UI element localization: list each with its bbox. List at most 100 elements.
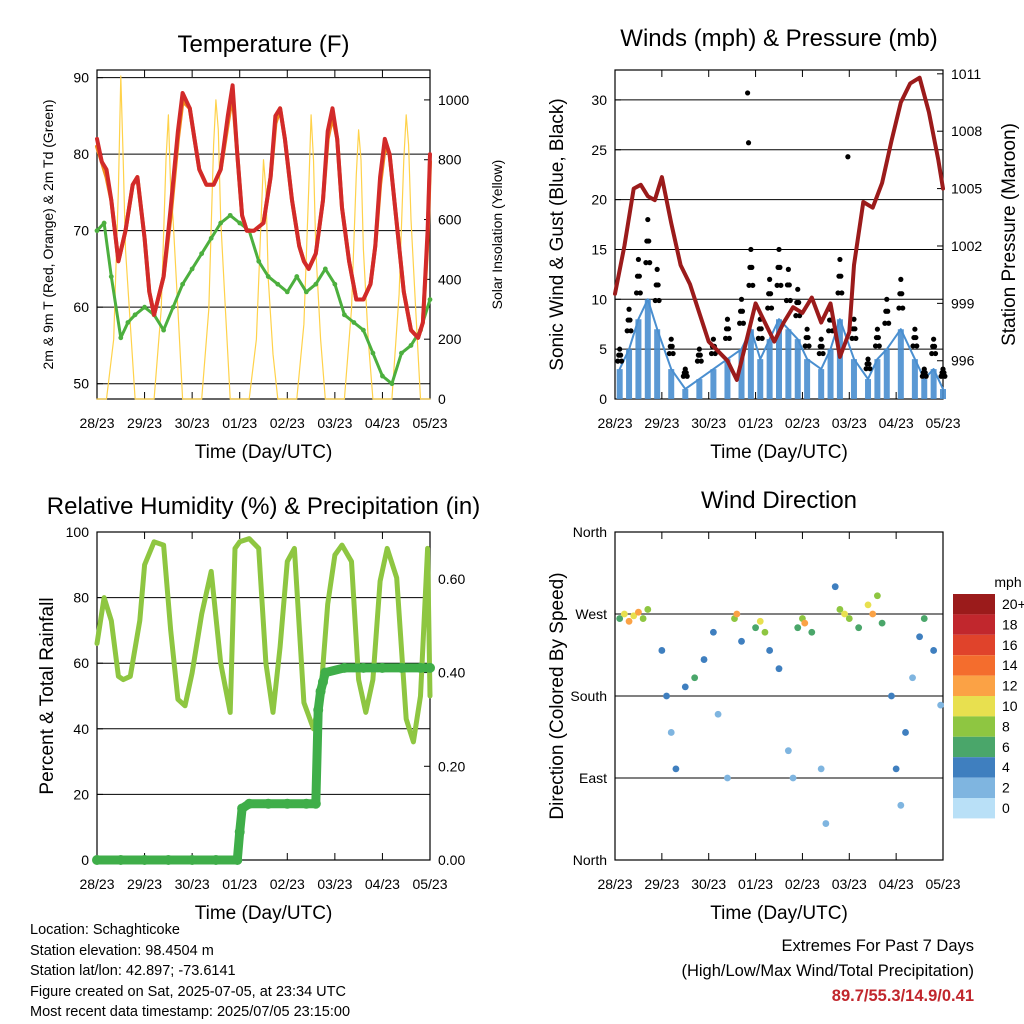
gust-point — [785, 266, 791, 272]
y-right-tick-label: 0.00 — [438, 852, 465, 868]
x-tick-label: 03/23 — [832, 876, 867, 892]
x-axis-label: Time (Day/UTC) — [195, 442, 333, 463]
gust-outlier-point — [845, 154, 851, 160]
wind-direction-point — [681, 683, 689, 691]
x-tick-label: 01/23 — [222, 876, 257, 892]
y-right-tick-label: 400 — [438, 271, 462, 287]
gust-point — [884, 296, 890, 302]
x-tick-label: 28/23 — [597, 415, 632, 431]
gust-point — [740, 320, 746, 326]
colorbar-swatch — [953, 696, 995, 717]
wind-direction-point — [672, 765, 680, 773]
precipitation-point — [313, 705, 324, 716]
y-tick-label: 20 — [73, 786, 89, 802]
gust-point — [637, 290, 643, 296]
extremes-subtitle: (High/Low/Max Wind/Total Precipitation) — [681, 962, 974, 980]
gust-point — [627, 317, 633, 323]
colorbar-label: 2 — [1002, 780, 1010, 796]
x-tick-label: 05/23 — [412, 415, 447, 431]
y-right-axis-label: Station Pressure (Maroon) — [999, 123, 1020, 346]
y-right-tick-label: 996 — [951, 353, 975, 369]
colorbar-swatch — [953, 757, 995, 778]
gust-point — [750, 282, 756, 288]
x-tick-label: 29/23 — [644, 415, 679, 431]
dewpoint-point — [189, 266, 195, 272]
gust-point — [796, 299, 802, 306]
y-tick-label: 10 — [591, 291, 607, 307]
gust-point — [851, 316, 857, 322]
gust-point — [838, 273, 844, 279]
dewpoint-point — [313, 281, 319, 287]
gust-point — [882, 320, 888, 326]
y-tick-label: South — [570, 688, 607, 704]
x-tick-label: 28/23 — [79, 415, 114, 431]
y-tick-label: 70 — [73, 223, 89, 239]
dewpoint-point — [170, 304, 176, 310]
gust-point — [635, 256, 642, 263]
colorbar-label: 0 — [1002, 800, 1010, 816]
x-tick-label: 01/23 — [738, 415, 773, 431]
gust-point — [626, 306, 632, 312]
gust-point — [931, 336, 937, 342]
y-right-tick-label: 0.40 — [438, 665, 465, 681]
gust-outlier-point — [745, 90, 751, 96]
wind-direction-point — [916, 633, 923, 641]
precipitation-point — [282, 798, 293, 809]
gust-point — [739, 308, 746, 314]
station-elevation: Station elevation: 98.4504 m — [30, 942, 214, 959]
wind-direction-point — [801, 619, 809, 627]
gust-point — [942, 373, 948, 379]
gust-point — [722, 335, 729, 341]
y-tick-label: North — [573, 852, 607, 868]
gust-point — [786, 282, 792, 288]
dewpoint-point — [284, 289, 290, 295]
y-right-tick-label: 1000 — [438, 92, 469, 108]
wind-direction-point — [700, 656, 708, 663]
wind-direction-point — [724, 774, 731, 782]
colorbar-title: mph — [994, 574, 1021, 590]
gust-point — [778, 282, 784, 288]
gust-point — [724, 316, 731, 322]
colorbar-label: 14 — [1002, 657, 1018, 673]
x-tick-label: 29/23 — [127, 415, 162, 431]
wind-direction-point — [775, 665, 783, 673]
gust-point — [696, 346, 702, 352]
gust-point — [899, 291, 905, 297]
x-axis-label: Time (Day/UTC) — [195, 903, 333, 924]
solar-insolation-line — [96, 75, 431, 400]
wind-direction-point — [822, 820, 830, 827]
gust-point — [738, 296, 745, 302]
y-right-tick-label: 600 — [438, 212, 462, 228]
dewpoint-point — [361, 327, 366, 333]
station-latlon: Station lat/lon: 42.897; -73.6141 — [30, 963, 236, 979]
temp-2m-line — [95, 83, 432, 340]
gust-point — [806, 343, 812, 349]
wind-direction-point — [878, 619, 886, 627]
gust-point — [849, 335, 855, 341]
gust-point — [852, 326, 858, 332]
gust-point — [654, 266, 660, 272]
dewpoint-point — [399, 350, 404, 356]
gust-point — [759, 335, 765, 341]
gust-point — [802, 343, 808, 349]
gust-outlier-point — [745, 140, 752, 146]
dewpoint-point — [101, 220, 107, 226]
precipitation-point — [425, 662, 435, 673]
y-tick-label: 50 — [73, 376, 89, 392]
gust-point — [646, 238, 652, 244]
precipitation-point — [163, 855, 174, 865]
colorbar-swatch — [953, 634, 995, 656]
wind-direction-point — [630, 612, 638, 620]
station-location: Location: Schaghticoke — [30, 922, 180, 938]
colorbar-swatch — [953, 736, 995, 758]
gust-point — [774, 282, 780, 288]
x-axis-label: Time (Day/UTC) — [710, 442, 848, 463]
y-tick-label: 15 — [591, 241, 607, 257]
precipitation-point — [234, 826, 245, 837]
y-axis-label: Percent & Total Rainfall — [37, 597, 58, 794]
gust-point — [910, 343, 916, 349]
wind-direction-point — [663, 692, 670, 700]
y-tick-label: North — [573, 524, 607, 540]
gust-point — [684, 373, 690, 379]
x-tick-label: 30/23 — [691, 876, 726, 892]
